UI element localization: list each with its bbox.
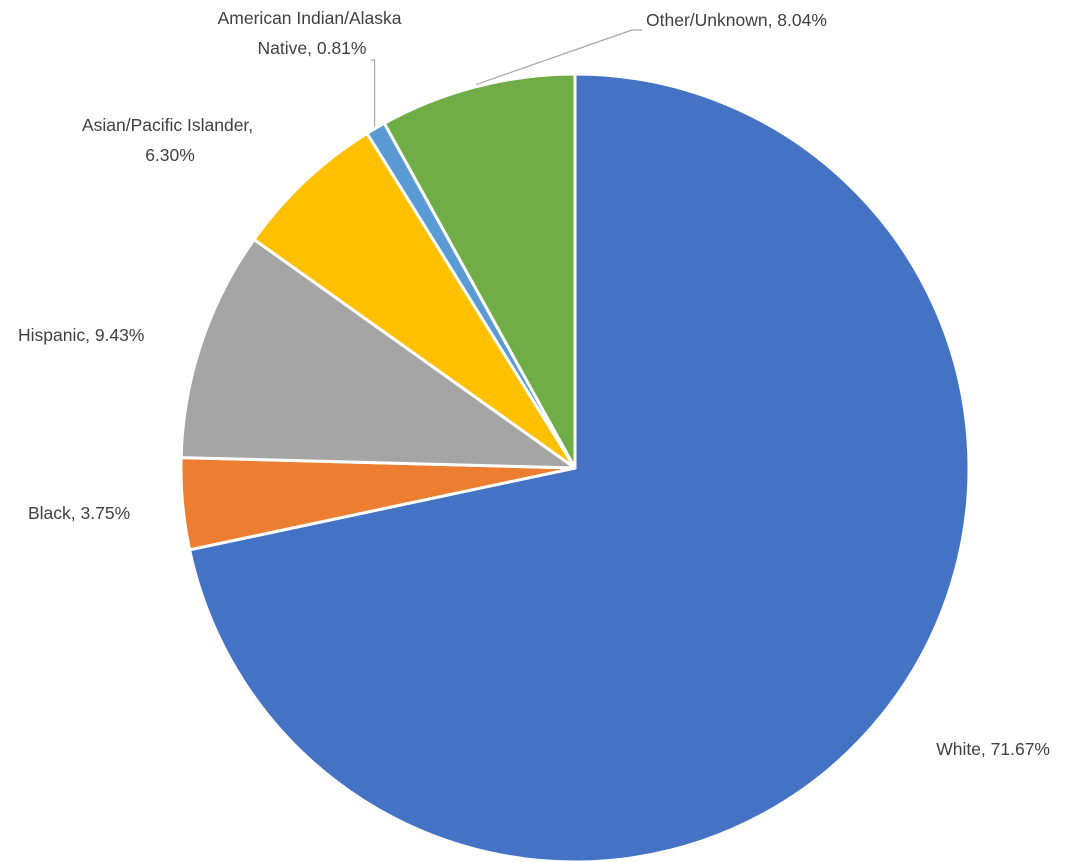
data-label-asian-pacific-islander-line-2: 6.30% [145,145,195,165]
pie-slice-asian-pacific-islander [252,131,577,470]
data-label-hispanic: Hispanic, 9.43% [18,325,144,345]
data-label-american-indian-alaska-native-line-1: American Indian/Alaska [218,8,402,28]
data-label-white: White, 71.67% [936,739,1050,759]
data-label-american-indian-alaska-native-line-2: Native, 0.81% [258,38,367,58]
pie-slice-white [188,72,971,862]
pie-slices [179,72,971,862]
data-label-other-unknown: Other/Unknown, 8.04% [646,10,827,30]
pie-slice-other-unknown [382,72,577,470]
leader-line-other-unknown [475,29,642,86]
leader-line-american-indian-alaska-native [370,59,376,127]
data-label-asian-pacific-islander-line-1: Asian/Pacific Islander, [82,115,253,135]
data-label-american-indian-alaska-native: American Indian/Alaska Native, 0.81% [218,8,407,58]
data-labels: White, 71.67% Black, 3.75% Hispanic, 9.4… [18,8,1050,759]
pie-slice-hispanic [179,237,577,470]
leader-lines [370,29,642,127]
data-label-asian-pacific-islander: Asian/Pacific Islander, 6.30% [82,115,258,165]
data-label-black: Black, 3.75% [28,503,130,523]
